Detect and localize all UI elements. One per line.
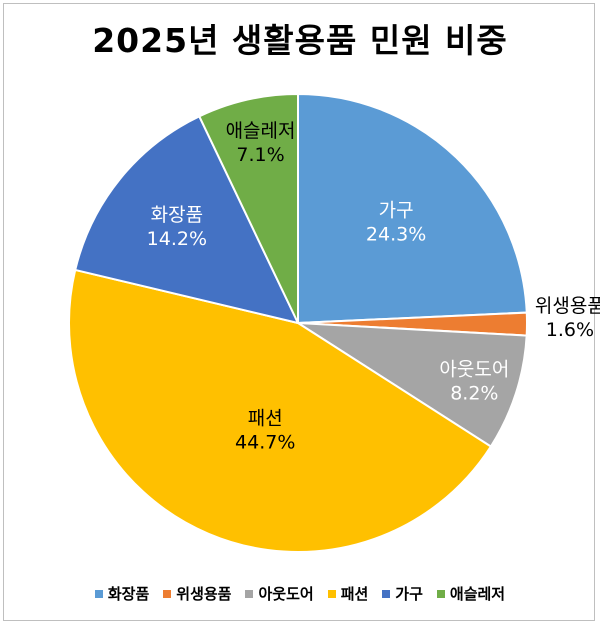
pie-slice-5	[74, 115, 300, 325]
legend-label: 아웃도어	[258, 585, 314, 603]
slice-label-2: 위생용품	[535, 295, 600, 317]
legend-item-6: 애슬레저	[436, 583, 506, 604]
slice-value-6: 7.1%	[236, 144, 284, 166]
slice-value-1: 24.3%	[366, 223, 426, 245]
legend-swatch	[163, 589, 172, 598]
slice-value-2: 1.6%	[546, 319, 594, 341]
slice-value-5: 14.2%	[147, 228, 207, 250]
legend-swatch	[436, 589, 445, 598]
legend-label: 위생용품	[176, 585, 232, 603]
slice-label-5: 화장품	[151, 204, 203, 226]
legend-label: 화장품	[107, 585, 150, 603]
legend-item-4: 패션	[327, 583, 369, 604]
slice-label-1: 가구	[379, 199, 414, 221]
slice-value-4: 44.7%	[235, 431, 295, 453]
legend-swatch	[245, 589, 254, 598]
slice-label-3: 아웃도어	[439, 358, 509, 380]
legend-swatch	[382, 589, 391, 598]
legend-label: 가구	[395, 585, 423, 603]
pie-slice-1	[297, 92, 528, 325]
legend-label: 패션	[340, 585, 369, 603]
legend-swatch	[327, 589, 336, 598]
legend-item-1: 화장품	[94, 583, 150, 604]
chart-legend: 화장품 위생용품 아웃도어 패션 가구 애슬레저	[0, 583, 600, 604]
legend-item-2: 위생용품	[163, 583, 231, 604]
legend-label: 애슬레저	[449, 585, 506, 603]
pie-slice-4	[68, 268, 493, 553]
chart-title: 2025년 생활용품 민원 비중	[92, 21, 508, 60]
legend-swatch	[94, 589, 103, 598]
pie-slice-6	[197, 92, 299, 324]
pie-slice-3	[294, 321, 528, 448]
legend-item-5: 가구	[382, 583, 423, 604]
slice-value-3: 8.2%	[450, 382, 498, 404]
slice-label-4: 패션	[248, 407, 283, 429]
legend-item-3: 아웃도어	[245, 583, 314, 604]
slice-label-6: 애슬레저	[226, 120, 296, 142]
